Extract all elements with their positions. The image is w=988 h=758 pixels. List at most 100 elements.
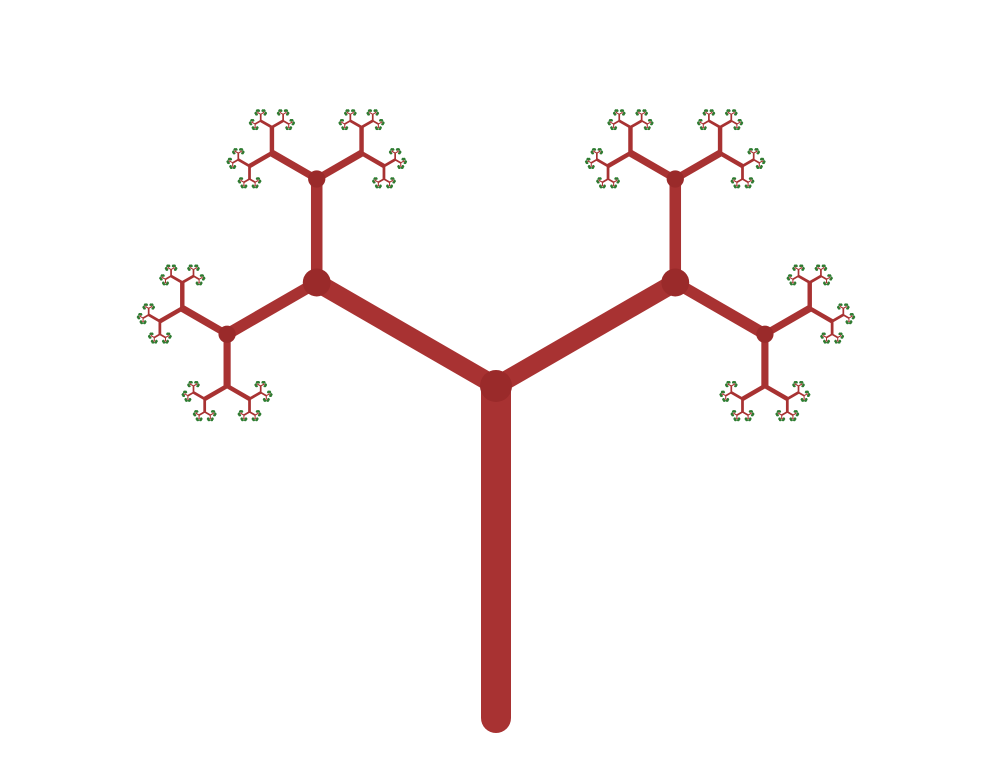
branch-depth-5: [383, 158, 396, 168]
branch-depth-5: [248, 391, 262, 401]
branch-depth-8: [196, 384, 198, 386]
branch-depth-8: [824, 282, 827, 284]
branch-depth-8: [253, 126, 256, 129]
branch-depth-8: [801, 384, 803, 386]
leaf-dot: [263, 110, 266, 112]
leaf-dot: [207, 417, 210, 420]
branch-depth-6: [820, 275, 827, 281]
branch-depth-5: [181, 274, 195, 284]
branch-depth-7: [599, 180, 603, 183]
branch-depth-8: [826, 282, 829, 284]
leaf-dot: [263, 381, 266, 384]
leaf-dot: [263, 113, 266, 116]
branch-depth-8: [240, 151, 243, 153]
leaf-dot: [174, 265, 176, 268]
branch-joint-depth-0: [480, 370, 512, 402]
leaf-dot: [258, 410, 260, 413]
branch-depth-4: [741, 384, 767, 401]
branch-depth-8: [142, 320, 145, 323]
branch-depth-8: [268, 393, 271, 396]
leaf-dot: [165, 283, 168, 286]
leaf-dot: [151, 333, 154, 336]
branch-depth-7: [613, 180, 617, 183]
leaf-dot: [381, 119, 384, 122]
branch-depth-6: [730, 120, 738, 125]
branch-depth-8: [287, 126, 289, 129]
branch-depth-8: [816, 267, 819, 270]
branch-depth-8: [621, 112, 624, 114]
branch-depth-4: [158, 306, 184, 324]
branch-depth-8: [242, 417, 245, 420]
branch-depth-8: [725, 398, 728, 401]
branch-depth-8: [750, 180, 753, 182]
leaf-dot: [159, 276, 162, 279]
branch-depth-8: [239, 413, 242, 415]
branch-depth-8: [791, 282, 794, 284]
branch-depth-1: [491, 274, 680, 395]
branch-depth-8: [826, 340, 829, 342]
branch-depth-4: [203, 384, 229, 401]
branch-depth-7: [389, 180, 393, 183]
leaf-dot: [263, 385, 266, 387]
branch-depth-8: [254, 185, 257, 187]
branch-depth-6: [243, 411, 250, 416]
leaf-dot: [257, 181, 260, 184]
branch-depth-6: [842, 314, 850, 319]
branch-depth-7: [848, 316, 852, 319]
branch-depth-6: [383, 178, 390, 183]
branch-depth-7: [843, 306, 847, 309]
branch-depth-8: [761, 160, 764, 163]
fractal-leaves: [136, 109, 856, 422]
branch-depth-8: [612, 126, 614, 129]
leaf-dot: [370, 110, 372, 112]
branch-depth-8: [189, 384, 191, 386]
branch-depth-7: [753, 151, 757, 154]
branch-depth-7: [803, 393, 808, 397]
leaf-dot: [162, 339, 165, 342]
leaf-dot: [269, 394, 271, 397]
branch-joint-depth-2: [218, 325, 236, 343]
leaf-dot: [182, 393, 185, 395]
branch-depth-8: [609, 122, 612, 124]
leaf-dot: [241, 178, 244, 180]
branch-depth-7: [341, 121, 346, 125]
branch-depth-7: [728, 383, 732, 387]
branch-depth-8: [757, 165, 760, 168]
leaf-dot: [258, 381, 260, 384]
branch-depth-6: [702, 120, 710, 125]
branch-depth-7: [375, 180, 379, 183]
leaf-dot: [185, 397, 187, 400]
leaf-dot: [375, 110, 378, 112]
branch-depth-8: [168, 335, 170, 338]
branch-depth-7: [705, 112, 710, 115]
branch-depth-8: [239, 180, 242, 182]
branch-depth-8: [375, 112, 378, 114]
leaf-dot: [151, 307, 154, 310]
leaf-dot: [143, 305, 145, 308]
leaf-dot: [168, 333, 171, 336]
branch-depth-7: [145, 306, 149, 309]
branch-depth-8: [703, 126, 705, 129]
branch-depth-8: [228, 160, 231, 163]
branch-depth-8: [285, 112, 288, 114]
branch-depth-8: [186, 398, 189, 401]
branch-depth-7: [747, 413, 752, 416]
branch-depth-7: [254, 180, 259, 183]
leaf-dot: [291, 123, 294, 126]
leaf-dot: [140, 320, 143, 323]
branch-depth-7: [240, 413, 245, 416]
branch-depth-8: [144, 306, 147, 308]
branch-depth-7: [837, 335, 841, 338]
branch-depth-8: [198, 282, 201, 284]
branch-depth-5: [192, 391, 206, 401]
branch-depth-8: [343, 126, 345, 129]
branch-depth-7: [731, 112, 735, 115]
leaf-dot: [344, 111, 347, 114]
leaf-dot: [367, 111, 369, 114]
branch-depth-6: [187, 391, 194, 397]
leaf-dot: [187, 399, 190, 402]
leaf-dot: [243, 419, 246, 421]
leaf-dot: [187, 266, 190, 269]
branch-depth-8: [380, 122, 383, 124]
branch-joint-depth-1: [661, 268, 690, 297]
